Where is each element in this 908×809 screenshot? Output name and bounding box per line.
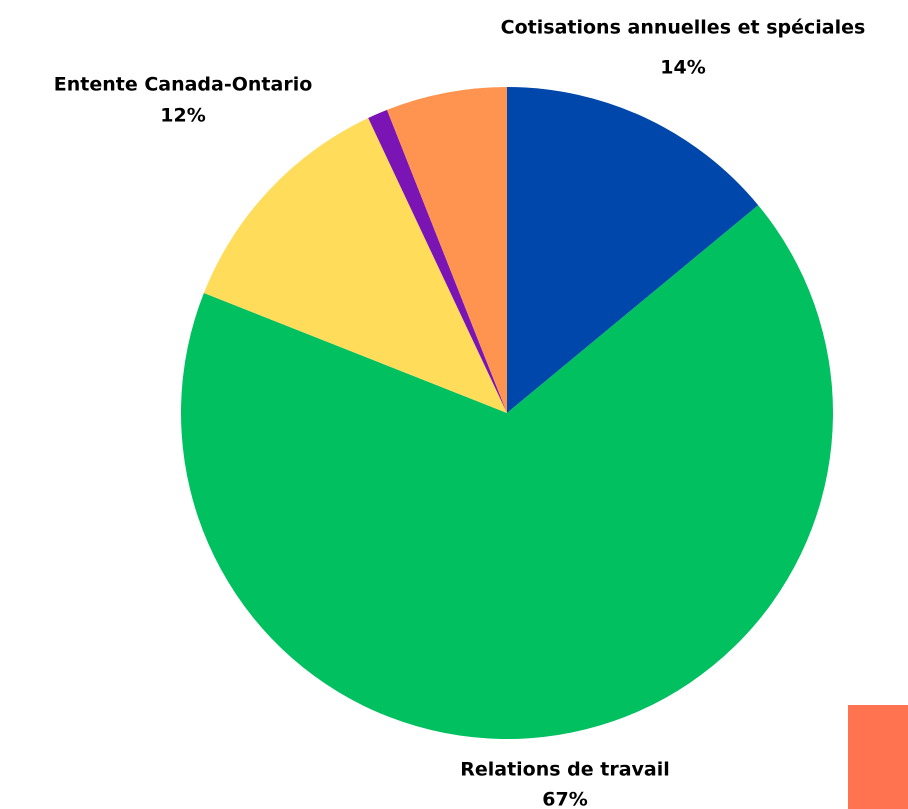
slice-label: Cotisations annuelles et spéciales bbox=[501, 17, 866, 39]
pie-slice bbox=[368, 109, 507, 413]
pie-slice bbox=[507, 87, 759, 413]
slice-label: Entente Canada-Ontario bbox=[54, 74, 313, 96]
decoration bbox=[848, 705, 908, 809]
pie-slice bbox=[386, 87, 507, 413]
slice-value-label: 14% bbox=[660, 57, 705, 79]
slice-value-label: 67% bbox=[542, 789, 587, 809]
slice-value-label: 12% bbox=[160, 105, 205, 127]
pie-slice bbox=[203, 118, 507, 414]
slice-label: Relations de travail bbox=[460, 759, 670, 781]
pie-slice bbox=[180, 205, 834, 740]
